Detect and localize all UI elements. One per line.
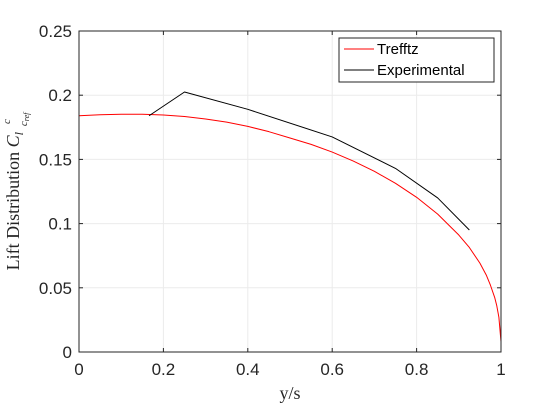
legend-label-experimental: Experimental (377, 62, 465, 79)
y-axis-label-frac-den: c (18, 121, 30, 126)
y-tick-label: 0.05 (39, 279, 72, 298)
x-axis-label: y/s (279, 383, 300, 403)
x-tick-label: 0.4 (236, 360, 260, 379)
y-axis-label-subscript: l (12, 131, 26, 135)
legend-label-trefftz: Trefftz (377, 41, 419, 58)
x-tick-label: 1 (496, 360, 505, 379)
x-tick-label: 0.2 (152, 360, 176, 379)
y-tick-label: 0.25 (39, 22, 72, 41)
series-line-trefftz (78, 113, 502, 342)
y-axis-label-frac-den-sub: ref (22, 111, 31, 121)
y-tick-label: 0.2 (48, 86, 72, 105)
y-axis-label-frac-num: c (1, 119, 13, 124)
legend: Trefftz Experimental (338, 37, 495, 83)
y-tick-label: 0.1 (48, 215, 72, 234)
plot-background (79, 31, 501, 352)
y-axis-label-symbol: C (3, 134, 23, 147)
plot-frame (78, 30, 502, 353)
grid-lines (78, 30, 502, 353)
x-tick-label: 0.8 (405, 360, 429, 379)
series-line-experimental (148, 91, 470, 231)
legend-box (338, 37, 495, 83)
y-axis-label: Lift Distribution Cl c cref (1, 111, 31, 271)
y-axis-label-fraction: c cref (1, 111, 31, 126)
y-tick-label: 0.15 (39, 150, 72, 169)
x-tick-label: 0 (74, 360, 83, 379)
x-tick-label: 0.6 (320, 360, 344, 379)
series-layer (78, 91, 502, 342)
y-axis-label-text: Lift Distribution (3, 147, 23, 270)
axis-ticks (78, 30, 502, 353)
y-tick-label: 0 (63, 343, 72, 362)
